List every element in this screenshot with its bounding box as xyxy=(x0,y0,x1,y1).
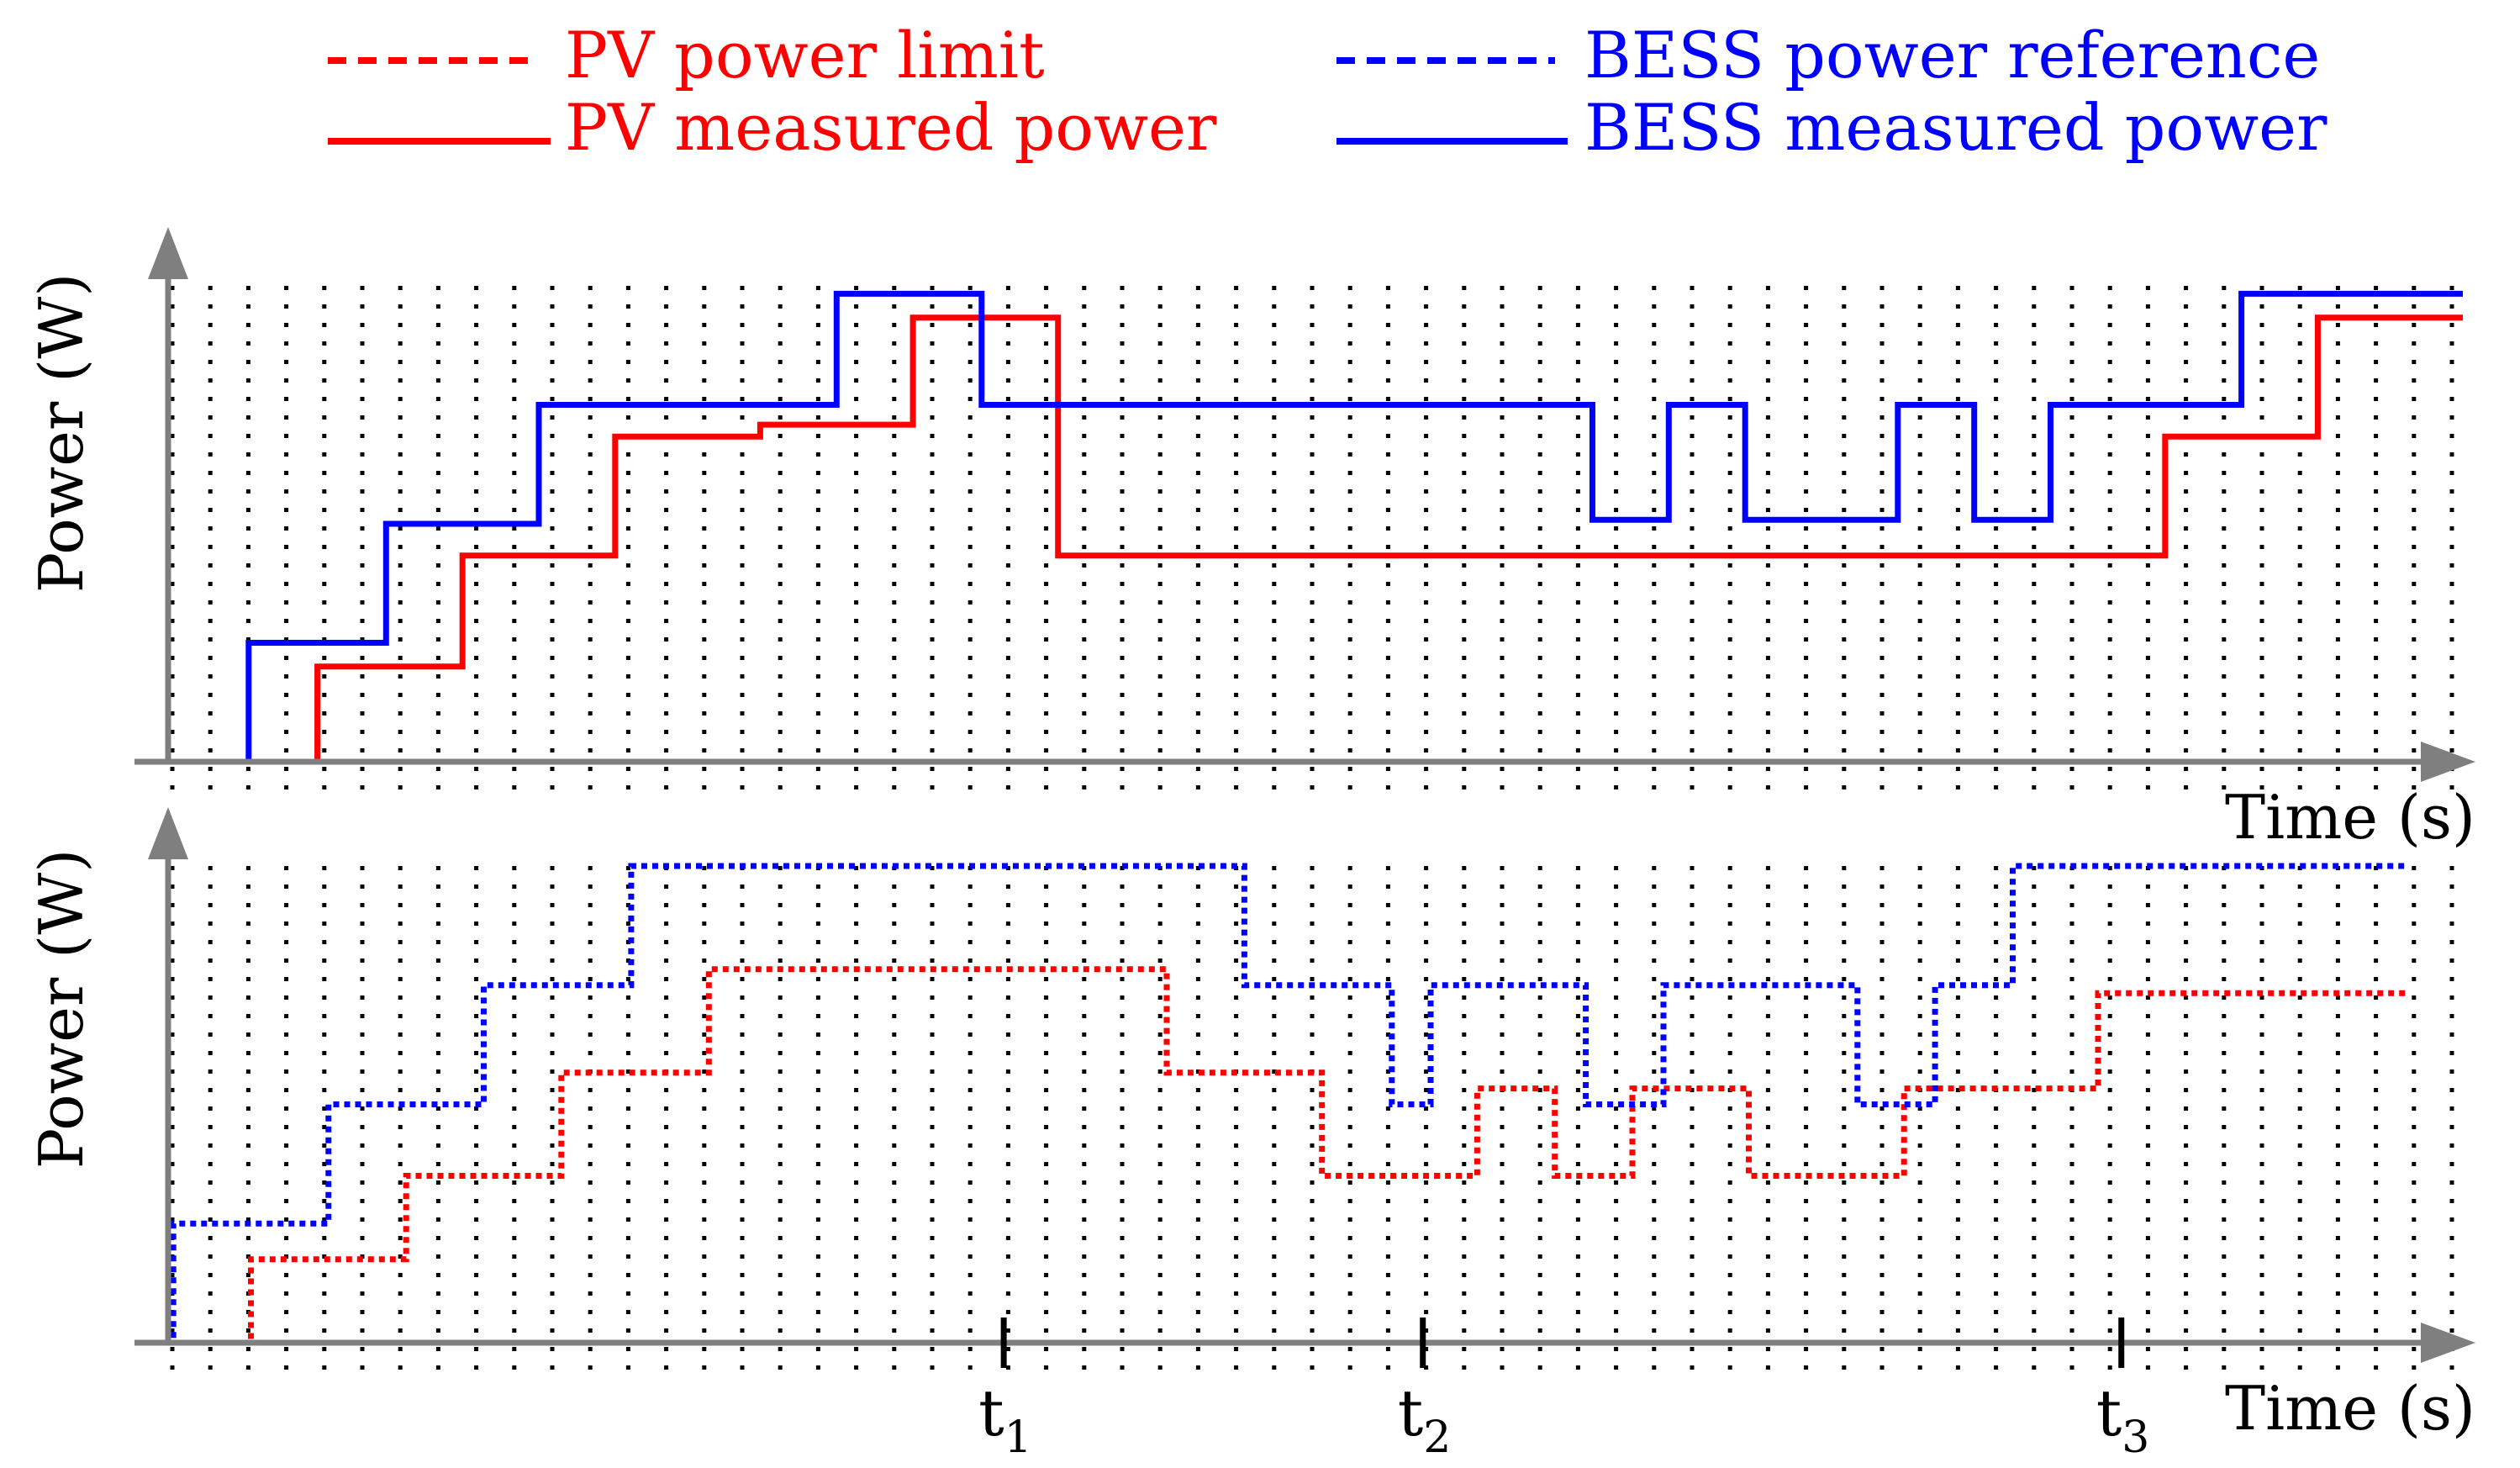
y-axis-arrow-top xyxy=(148,227,188,279)
series-line-pv-power-limit xyxy=(134,966,2409,1346)
axes-top xyxy=(134,227,2475,782)
x-axis-label-top: Time (s) xyxy=(2225,782,2475,853)
x-ticks-bottom: t1 t2 t3 xyxy=(978,1318,2149,1463)
series-line-bess-measured-power xyxy=(210,290,2463,765)
x-tick-label: t3 xyxy=(2096,1376,2150,1463)
x-axis-arrow-top xyxy=(2421,742,2475,782)
legend-label-pv-measured: PV measured power xyxy=(565,90,1217,165)
y-axis-arrow-bottom xyxy=(148,807,188,859)
bottom-panel: t1 t2 t3 Power (W) Time (s) xyxy=(26,807,2475,1463)
grid-top xyxy=(170,286,2454,795)
x-tick-label: t1 xyxy=(978,1376,1032,1463)
x-axis-label-bottom: Time (s) xyxy=(2225,1373,2475,1444)
y-axis-label-bottom: Power (W) xyxy=(26,849,97,1170)
grid-bottom xyxy=(170,866,2454,1376)
y-axis-label-top: Power (W) xyxy=(26,273,97,594)
top-panel: Power (W) Time (s) xyxy=(26,227,2475,853)
legend-label-bess-measured: BESS measured power xyxy=(1584,90,2328,165)
series-bottom xyxy=(134,863,2409,1346)
legend: PV power limit PV measured power BESS po… xyxy=(328,18,2328,165)
series-top xyxy=(210,290,2463,765)
axes-bottom xyxy=(134,807,2475,1363)
series-line-bess-power-reference xyxy=(134,863,2409,1346)
legend-label-pv-limit: PV power limit xyxy=(565,18,1045,92)
x-tick-label: t2 xyxy=(1398,1376,1452,1463)
x-axis-arrow-bottom xyxy=(2421,1323,2475,1363)
series-line-pv-measured-power xyxy=(210,314,2463,765)
legend-label-bess-reference: BESS power reference xyxy=(1584,18,2320,92)
